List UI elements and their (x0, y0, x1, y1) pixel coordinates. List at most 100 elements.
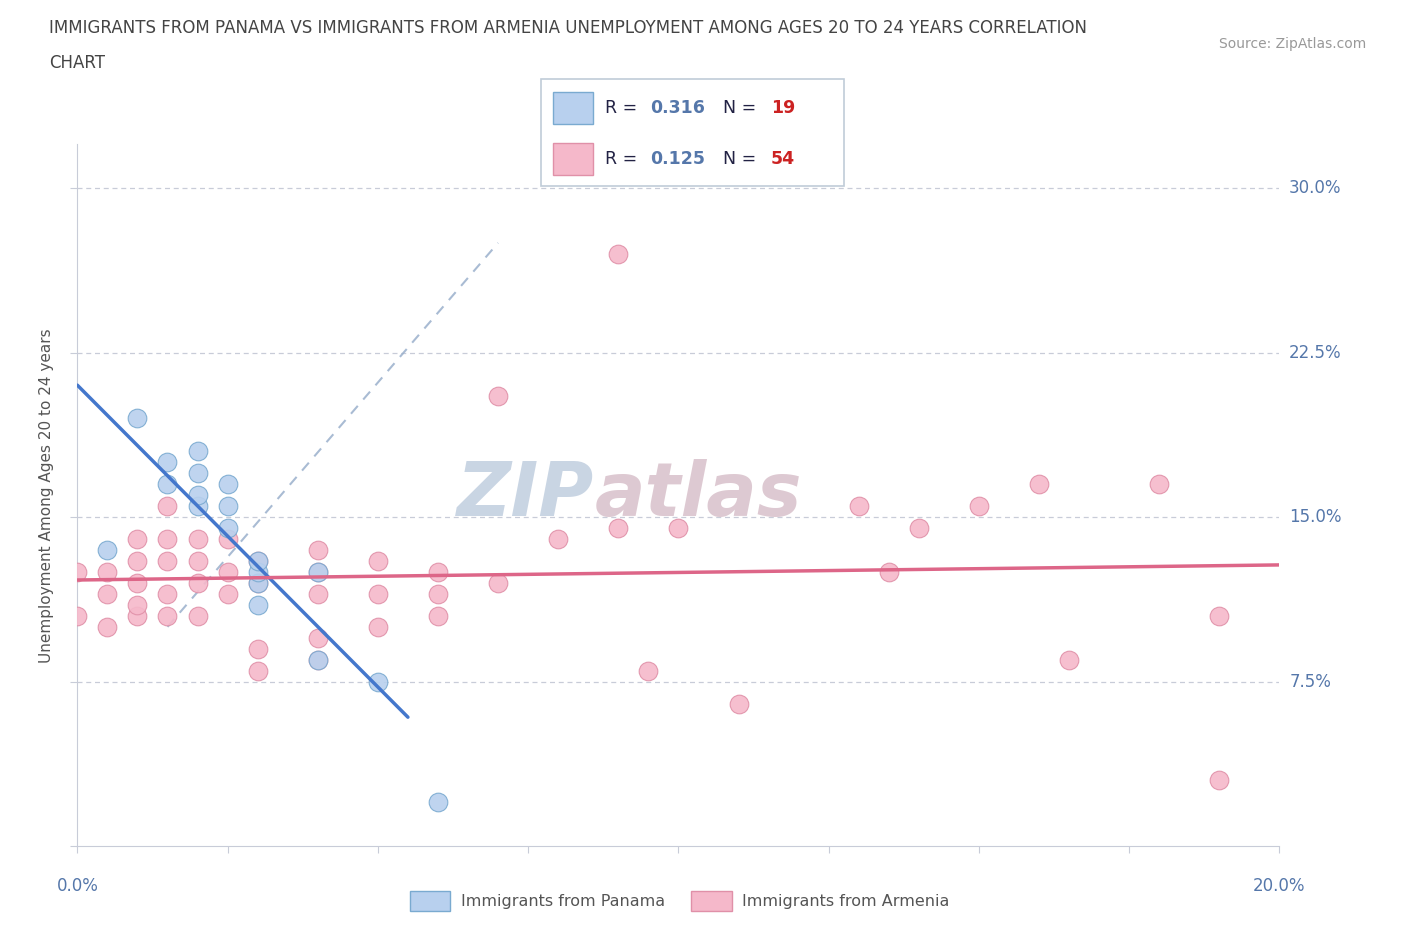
Point (66, 565, 89, 579)
Point (127, 411, 149, 426)
Point (217, 521, 239, 536)
Text: 22.5%: 22.5% (1289, 343, 1341, 362)
Point (127, 553, 149, 568)
Point (217, 498, 239, 513)
Point (186, 532, 209, 547)
Point (186, 553, 209, 568)
Point (156, 608, 179, 623)
Point (307, 565, 329, 579)
Point (367, 553, 389, 568)
Text: 19: 19 (770, 99, 796, 117)
Text: 0.316: 0.316 (650, 99, 704, 117)
Bar (411, 892, 450, 910)
Point (367, 587, 389, 602)
Point (877, 565, 900, 579)
Point (307, 542, 329, 557)
Point (1149, 477, 1171, 492)
Point (127, 532, 149, 547)
Point (156, 532, 179, 547)
Point (427, 587, 450, 602)
Point (547, 532, 569, 547)
Point (637, 663, 659, 678)
Point (186, 498, 209, 513)
Point (96, 619, 118, 634)
Text: 20.0%: 20.0% (1253, 877, 1306, 895)
Point (186, 444, 209, 458)
Text: Source: ZipAtlas.com: Source: ZipAtlas.com (1219, 37, 1367, 51)
Text: CHART: CHART (49, 54, 105, 72)
Point (848, 498, 870, 513)
Point (246, 576, 269, 591)
Point (427, 608, 450, 623)
Text: 0.0%: 0.0% (56, 877, 98, 895)
Text: 7.5%: 7.5% (1289, 672, 1331, 691)
Point (246, 597, 269, 612)
Point (217, 532, 239, 547)
Point (307, 587, 329, 602)
Text: 15.0%: 15.0% (1289, 508, 1341, 526)
Point (427, 565, 450, 579)
Bar (554, 92, 593, 124)
Point (1208, 773, 1230, 788)
Text: 54: 54 (770, 151, 796, 168)
Point (217, 587, 239, 602)
Point (156, 455, 179, 470)
Text: ZIP: ZIP (457, 458, 595, 532)
Bar (692, 892, 731, 910)
Point (246, 576, 269, 591)
Point (307, 652, 329, 667)
Point (156, 553, 179, 568)
Point (1028, 477, 1050, 492)
Point (127, 576, 149, 591)
Point (127, 597, 149, 612)
Point (127, 608, 149, 623)
Point (607, 521, 630, 536)
Point (486, 576, 509, 591)
Point (246, 553, 269, 568)
Text: Immigrants from Panama: Immigrants from Panama (461, 894, 665, 909)
Text: N =: N = (723, 99, 762, 117)
Point (156, 587, 179, 602)
Point (427, 795, 450, 810)
Text: 30.0%: 30.0% (1289, 179, 1341, 197)
Text: 0.125: 0.125 (650, 151, 706, 168)
Point (727, 697, 749, 711)
Point (186, 576, 209, 591)
Point (156, 498, 179, 513)
Point (246, 642, 269, 657)
Point (186, 608, 209, 623)
Point (66, 608, 89, 623)
Text: IMMIGRANTS FROM PANAMA VS IMMIGRANTS FROM ARMENIA UNEMPLOYMENT AMONG AGES 20 TO : IMMIGRANTS FROM PANAMA VS IMMIGRANTS FRO… (49, 19, 1087, 36)
Point (307, 652, 329, 667)
Point (908, 521, 931, 536)
Point (186, 488, 209, 503)
Point (186, 466, 209, 481)
Text: atlas: atlas (595, 458, 801, 532)
Text: R =: R = (605, 99, 643, 117)
Point (967, 498, 990, 513)
Point (307, 565, 329, 579)
Point (307, 631, 329, 645)
Point (1208, 608, 1230, 623)
Point (367, 674, 389, 689)
Point (607, 246, 630, 261)
Bar (554, 143, 593, 175)
Point (96, 542, 118, 557)
Text: N =: N = (723, 151, 762, 168)
Point (217, 565, 239, 579)
Point (96, 565, 118, 579)
Point (246, 565, 269, 579)
Y-axis label: Unemployment Among Ages 20 to 24 years: Unemployment Among Ages 20 to 24 years (39, 328, 55, 662)
Point (668, 521, 690, 536)
FancyBboxPatch shape (541, 79, 844, 186)
Point (1057, 652, 1080, 667)
Point (96, 587, 118, 602)
Text: R =: R = (605, 151, 643, 168)
Point (246, 553, 269, 568)
Text: Immigrants from Armenia: Immigrants from Armenia (742, 894, 949, 909)
Point (486, 389, 509, 404)
Point (217, 477, 239, 492)
Point (246, 663, 269, 678)
Point (156, 477, 179, 492)
Point (367, 619, 389, 634)
